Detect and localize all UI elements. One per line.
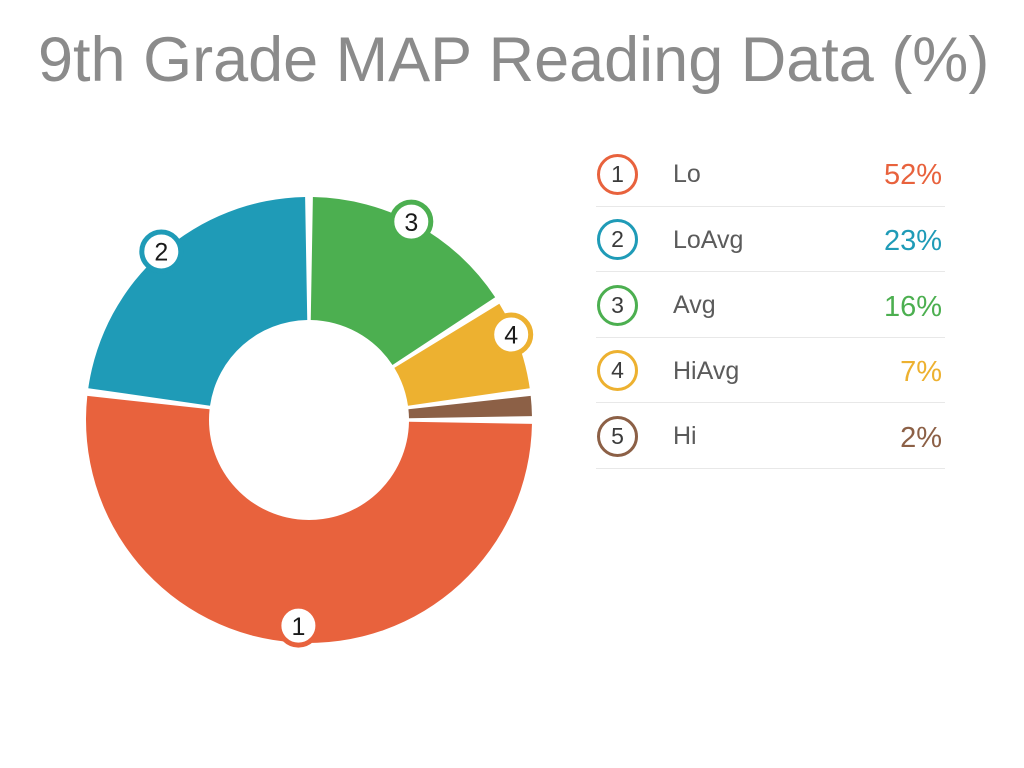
svg-text:3: 3 xyxy=(404,209,418,237)
svg-text:4: 4 xyxy=(504,322,518,350)
svg-text:1: 1 xyxy=(291,613,305,641)
svg-text:2: 2 xyxy=(154,239,168,267)
